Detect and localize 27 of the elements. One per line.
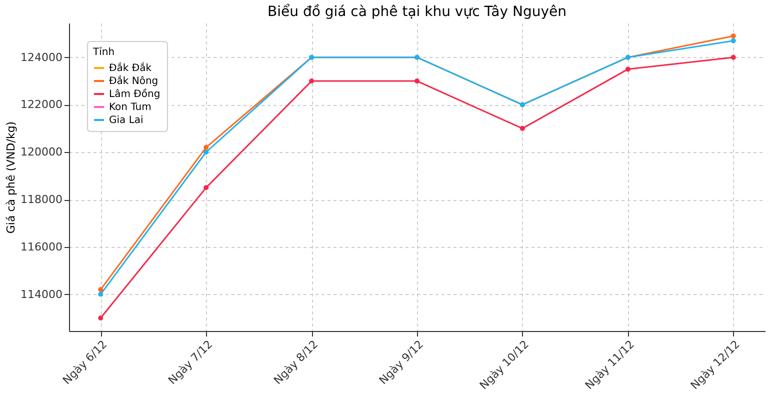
point	[204, 150, 209, 155]
y-tick-label: 124000	[20, 50, 62, 64]
point	[98, 315, 104, 320]
point	[625, 66, 630, 72]
y-tick-label: 122000	[20, 98, 62, 112]
point	[730, 54, 736, 60]
point	[204, 144, 209, 150]
point	[730, 34, 736, 39]
y-tick-label: 120000	[20, 146, 62, 159]
point	[204, 185, 209, 190]
legend-label: Lâm Đồng	[109, 88, 160, 100]
point	[414, 78, 420, 84]
y-tick-label: 118000	[20, 193, 62, 206]
point	[98, 287, 104, 292]
legend-label: Kon Tum	[109, 102, 152, 113]
legend-label: Gia Lai	[109, 115, 144, 126]
chart-title: Biểu đồ giá cà phê tại khu vực Tây Nguyên	[268, 3, 566, 20]
point	[98, 292, 104, 297]
y-axis-title: Giá cà phê (VND/kg)	[4, 121, 18, 234]
y-tick-label: 116000	[20, 240, 62, 254]
y-tick-label: 114000	[20, 288, 62, 301]
point	[730, 38, 736, 44]
legend-label: Đắk Đắk	[109, 62, 152, 74]
point	[520, 126, 525, 131]
legend-label: Đắk Nông	[109, 75, 158, 87]
legend-title: Tỉnh	[92, 46, 115, 58]
point	[309, 78, 314, 84]
